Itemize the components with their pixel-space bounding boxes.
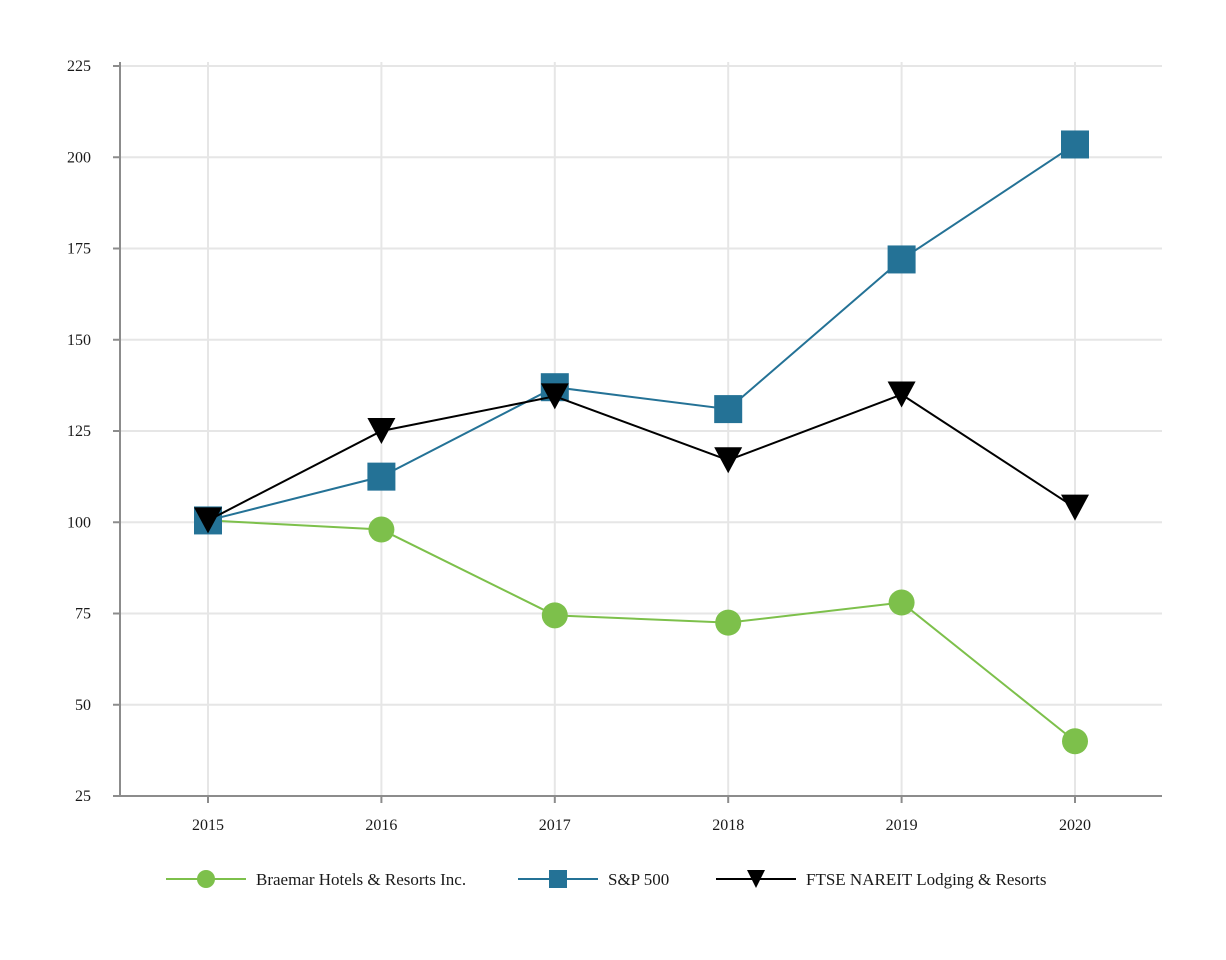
legend-label: FTSE NAREIT Lodging & Resorts	[806, 870, 1047, 889]
legend-label: S&P 500	[608, 870, 669, 889]
y-tick-label: 100	[67, 514, 91, 531]
data-point-circle	[888, 589, 915, 616]
data-point-triangle-down	[714, 447, 743, 474]
y-tick-label: 25	[75, 788, 91, 805]
y-tick-label: 125	[67, 423, 91, 440]
data-point-circle	[715, 609, 742, 636]
y-tick-label: 225	[67, 58, 91, 75]
x-tick-label: 2016	[365, 817, 397, 834]
series-square	[194, 130, 1089, 535]
data-point-circle	[1062, 728, 1088, 755]
x-tick-label: 2019	[886, 817, 918, 834]
legend-circle-icon	[197, 870, 215, 888]
legend-triangle-icon	[747, 870, 765, 888]
legend: Braemar Hotels & Resorts Inc. S&P 500 FTSE…	[166, 870, 1047, 889]
y-tick-label: 200	[67, 149, 91, 166]
axes	[119, 62, 1162, 797]
data-point-triangle-down	[367, 418, 396, 444]
data-point-circle	[541, 602, 568, 629]
legend-square-icon	[549, 870, 567, 888]
series-circle	[195, 507, 1088, 755]
y-tick-label: 175	[67, 241, 91, 258]
grid-lines	[120, 62, 1162, 797]
x-tick-labels: 2015 2016 2017 2018 2019 2020	[192, 796, 1091, 834]
legend-item: Braemar Hotels & Resorts Inc.	[166, 870, 466, 889]
series	[194, 130, 1089, 755]
y-tick-label: 150	[67, 332, 91, 349]
data-point-square	[887, 245, 916, 274]
data-point-square	[1061, 130, 1089, 159]
data-point-triangle-down	[1061, 494, 1089, 521]
y-tick-label: 50	[75, 697, 91, 714]
x-tick-label: 2017	[539, 817, 571, 834]
data-point-square	[367, 462, 396, 491]
data-point-triangle-down	[887, 381, 916, 408]
series-triangle-down	[194, 381, 1089, 534]
x-tick-label: 2020	[1059, 817, 1091, 834]
series-line	[207, 393, 1076, 522]
series-line	[207, 143, 1076, 522]
legend-item: FTSE NAREIT Lodging & Resorts	[716, 870, 1047, 889]
x-tick-label: 2015	[192, 817, 224, 834]
series-line	[207, 519, 1076, 743]
data-point-triangle-down	[194, 507, 222, 534]
y-tick-label: 75	[75, 606, 91, 623]
data-point-triangle-down	[540, 383, 569, 410]
data-point-circle	[368, 516, 395, 543]
y-tick-labels: 225 200 175 150 125 100 75 50 25	[67, 58, 120, 805]
legend-label: Braemar Hotels & Resorts Inc.	[256, 870, 466, 889]
data-point-square	[714, 395, 743, 424]
x-tick-label: 2018	[712, 817, 744, 834]
legend-item: S&P 500	[518, 870, 669, 889]
